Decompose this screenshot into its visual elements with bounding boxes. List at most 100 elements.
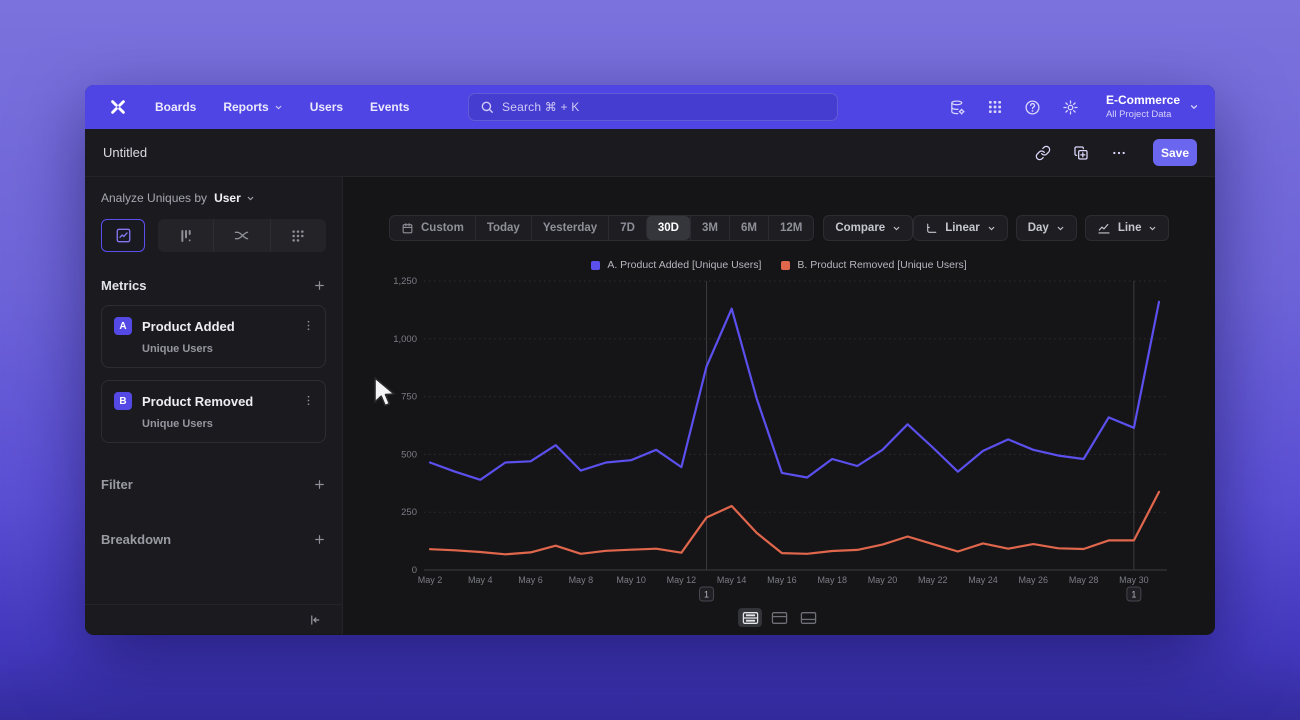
annotation-badge[interactable] <box>699 586 715 602</box>
metric-card-a[interactable]: A Product Added Unique Users <box>101 305 326 368</box>
chevron-down-icon <box>1190 105 1198 110</box>
calendar-icon <box>402 222 413 233</box>
x-tick-label: May 14 <box>717 575 747 585</box>
duplicate-icon[interactable] <box>1073 145 1089 161</box>
range-today[interactable]: Today <box>474 216 531 240</box>
legend-swatch-b <box>781 260 791 270</box>
series-line[interactable] <box>428 300 1161 481</box>
range-12m[interactable]: 12M <box>767 216 813 240</box>
save-button[interactable]: Save <box>1153 139 1197 166</box>
range-yesterday[interactable]: Yesterday <box>530 216 608 240</box>
apps-grid-icon[interactable] <box>987 99 1003 115</box>
collapse-sidebar-icon[interactable] <box>308 613 322 627</box>
legend-item-a[interactable]: A. Product Added [Unique Users] <box>591 259 761 271</box>
help-icon[interactable] <box>1024 99 1041 116</box>
metric-card-b[interactable]: B Product Removed Unique Users <box>101 380 326 443</box>
add-breakdown-button[interactable] <box>313 533 326 546</box>
compare-button[interactable]: Compare <box>823 215 914 241</box>
annotation-badge[interactable] <box>1126 586 1142 602</box>
view-table-only-icon[interactable] <box>796 608 820 627</box>
top-nav: Boards Reports Users Events Search ⌘ + K <box>85 85 1215 129</box>
add-metric-button[interactable] <box>313 279 326 292</box>
legend-item-b[interactable]: B. Product Removed [Unique Users] <box>781 259 967 271</box>
more-options-icon[interactable] <box>1111 145 1127 161</box>
legend-swatch-a <box>591 260 601 270</box>
scale-dropdown[interactable]: Linear <box>913 215 1008 241</box>
range-30d[interactable]: 30D <box>645 216 690 240</box>
app-window: Boards Reports Users Events Search ⌘ + K <box>85 85 1215 635</box>
nav-users[interactable]: Users <box>309 100 344 114</box>
range-7d[interactable]: 7D <box>608 216 646 240</box>
range-3m[interactable]: 3M <box>690 216 729 240</box>
chevron-down-icon <box>893 226 900 230</box>
tab-insights[interactable] <box>101 219 145 252</box>
plus-icon <box>315 281 324 290</box>
tab-retention[interactable] <box>269 219 326 252</box>
chevron-down-icon <box>988 226 995 230</box>
line-chart-icon <box>1098 223 1110 234</box>
search-input[interactable]: Search ⌘ + K <box>468 93 838 121</box>
metric-card-a-header: A Product Added <box>114 317 313 335</box>
view-chart-only-icon[interactable] <box>767 608 791 627</box>
chart-type-dropdown[interactable]: Line <box>1084 215 1170 241</box>
view-chart-and-table-icon[interactable] <box>738 608 762 627</box>
linear-axis-icon <box>927 223 937 233</box>
y-tick-label: 750 <box>401 392 417 403</box>
range-custom[interactable]: Custom <box>390 216 475 240</box>
title-actions: Save <box>1035 139 1197 166</box>
metric-menu-icon[interactable] <box>302 319 315 337</box>
metric-menu-icon[interactable] <box>302 394 315 412</box>
report-type-tab-strip <box>158 219 326 252</box>
x-tick-label: May 8 <box>569 575 594 585</box>
settings-gear-icon[interactable] <box>1062 99 1079 116</box>
nav-reports-label: Reports <box>223 100 269 114</box>
query-sidebar: Analyze Uniques by User <box>85 177 343 634</box>
title-bar: Untitled Save <box>85 129 1215 177</box>
date-range-segmented-control: Custom Today Yesterday 7D 30D 3M 6M 12M <box>389 215 815 241</box>
data-management-icon[interactable] <box>949 99 966 116</box>
nav-right-actions: E-Commerce All Project Data <box>949 94 1199 120</box>
line-chart: 0 250 500 750 1,000 1,250 1 1 May 2 May 4 May 6 May… <box>393 276 1167 602</box>
annotation-badge-label: 1 <box>704 590 709 600</box>
nav-boards[interactable]: Boards <box>155 100 197 114</box>
view-layout-toggles <box>343 608 1215 627</box>
add-filter-button[interactable] <box>313 478 326 491</box>
x-tick-label: May 2 <box>418 575 443 585</box>
metric-card-b-header: B Product Removed <box>114 392 313 410</box>
metric-measurement[interactable]: Unique Users <box>142 343 213 355</box>
x-tick-label: May 26 <box>1019 575 1049 585</box>
nav-reports[interactable]: Reports <box>223 100 282 114</box>
project-selector[interactable]: E-Commerce All Project Data <box>1106 94 1199 120</box>
interval-dropdown[interactable]: Day <box>1015 215 1077 241</box>
legend-label-b: B. Product Removed [Unique Users] <box>797 259 967 271</box>
breakdown-section-header: Breakdown <box>101 532 326 547</box>
search-placeholder: Search ⌘ + K <box>502 100 580 114</box>
plus-icon <box>315 535 324 544</box>
x-tick-label: May 30 <box>1119 575 1149 585</box>
metric-measurement[interactable]: Unique Users <box>142 418 213 430</box>
tab-flows[interactable] <box>213 219 269 252</box>
chart-toolbar: Custom Today Yesterday 7D 30D 3M 6M 12M … <box>389 215 1170 241</box>
mixpanel-logo[interactable] <box>107 96 129 118</box>
y-tick-label: 1,250 <box>393 276 417 287</box>
metric-badge-b: B <box>114 392 132 410</box>
x-tick-label: May 20 <box>868 575 898 585</box>
report-title: Untitled <box>103 145 148 160</box>
insights-icon <box>116 228 130 243</box>
chevron-down-icon <box>247 196 254 200</box>
primary-nav: Boards Reports Users Events <box>155 100 409 114</box>
filter-label: Filter <box>101 477 133 492</box>
retention-icon <box>292 229 304 242</box>
analyze-row: Analyze Uniques by User <box>101 191 326 205</box>
tab-funnels[interactable] <box>158 219 213 252</box>
project-subtitle: All Project Data <box>1105 109 1172 120</box>
plus-icon <box>315 480 324 489</box>
nav-events[interactable]: Events <box>370 100 410 114</box>
x-tick-label: May 16 <box>767 575 797 585</box>
copy-link-icon[interactable] <box>1035 145 1051 161</box>
analyze-entity-dropdown[interactable]: User <box>214 191 241 205</box>
series-line[interactable] <box>428 490 1161 556</box>
x-tick-label: May 24 <box>968 575 998 585</box>
chevron-down-icon <box>1150 226 1156 230</box>
range-6m[interactable]: 6M <box>728 216 768 240</box>
